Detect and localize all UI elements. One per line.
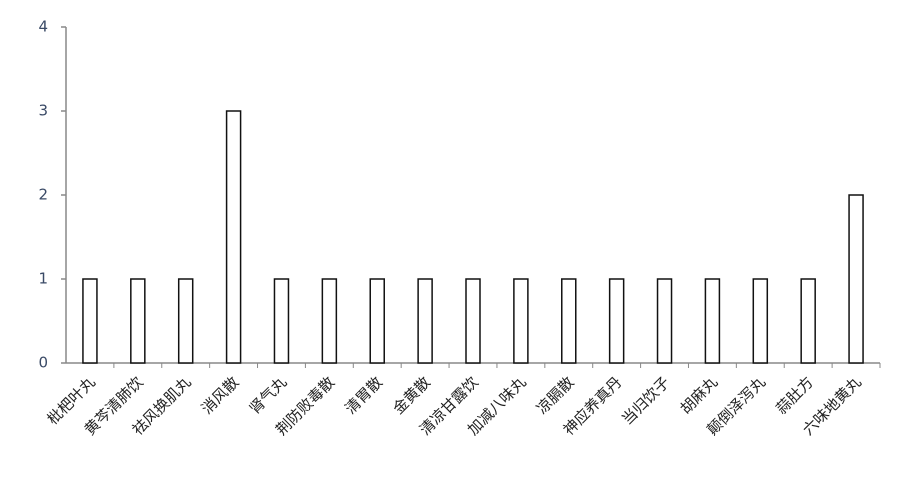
x-tick-label: 当归饮子	[618, 373, 673, 428]
bar	[465, 278, 481, 364]
x-tick-label: 胡麻丸	[677, 373, 722, 418]
bar	[177, 278, 194, 364]
bar	[369, 278, 385, 364]
x-tick-label: 消风散	[198, 373, 243, 418]
bar	[752, 278, 769, 364]
bar	[800, 278, 816, 364]
bar	[608, 278, 625, 364]
x-tick-label: 肾气丸	[246, 373, 291, 418]
x-tick-label: 清胃散	[342, 373, 387, 418]
x-tick-label: 凉膈散	[533, 373, 578, 418]
bar	[225, 110, 242, 364]
y-tick-label: 2	[38, 186, 48, 204]
x-tick-label: 金黄散	[389, 373, 434, 418]
bar	[321, 278, 338, 364]
y-tick-label: 3	[38, 102, 48, 120]
bar	[417, 278, 433, 364]
bar	[848, 194, 864, 364]
y-tick-label: 1	[38, 270, 48, 288]
x-tick-label: 蒜肚方	[772, 373, 817, 418]
bar	[561, 278, 577, 364]
bar	[513, 278, 529, 364]
bar	[704, 278, 721, 364]
bar	[82, 278, 98, 364]
y-tick-label: 0	[38, 354, 48, 372]
y-tick-label: 4	[38, 18, 48, 36]
bar	[656, 278, 673, 364]
bar	[273, 278, 290, 364]
bar	[130, 278, 146, 364]
